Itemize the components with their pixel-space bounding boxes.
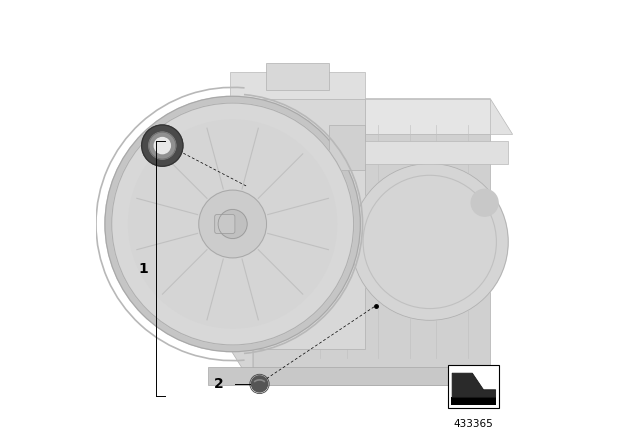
- Circle shape: [105, 96, 360, 352]
- Polygon shape: [230, 99, 490, 134]
- Text: 1: 1: [138, 262, 148, 276]
- Polygon shape: [230, 99, 253, 385]
- Circle shape: [273, 168, 296, 190]
- Polygon shape: [230, 99, 365, 349]
- Circle shape: [218, 210, 247, 238]
- Polygon shape: [253, 134, 490, 385]
- Text: 433365: 433365: [454, 419, 493, 429]
- Circle shape: [149, 132, 176, 159]
- Bar: [451, 397, 495, 405]
- Circle shape: [129, 120, 337, 328]
- Text: 2: 2: [214, 377, 224, 391]
- Circle shape: [111, 103, 354, 345]
- Bar: [448, 365, 499, 408]
- Polygon shape: [230, 72, 365, 99]
- Polygon shape: [208, 367, 486, 385]
- Circle shape: [199, 190, 266, 258]
- Polygon shape: [266, 63, 329, 90]
- Polygon shape: [230, 99, 513, 134]
- Polygon shape: [351, 141, 508, 164]
- Circle shape: [471, 189, 498, 216]
- Circle shape: [351, 164, 508, 320]
- Circle shape: [141, 125, 183, 166]
- Circle shape: [303, 207, 319, 223]
- FancyBboxPatch shape: [214, 215, 235, 233]
- Circle shape: [275, 251, 293, 269]
- Polygon shape: [329, 125, 365, 170]
- Circle shape: [154, 138, 170, 154]
- Circle shape: [252, 376, 268, 392]
- Polygon shape: [452, 373, 495, 397]
